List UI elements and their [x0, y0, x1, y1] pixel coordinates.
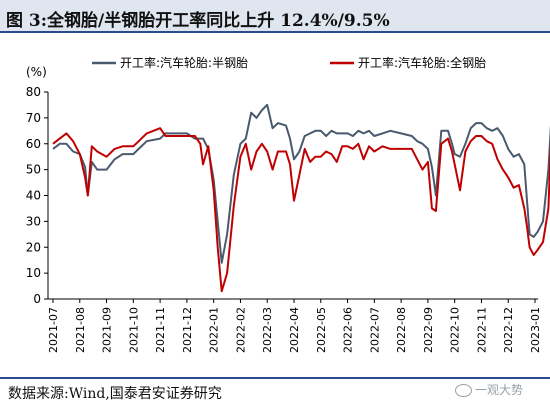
x-tick-label: 2022-07 — [368, 307, 381, 353]
source-note: 数据来源:Wind,国泰君安证券研究 — [8, 386, 222, 402]
figure-title: 图 3:全钢胎/半钢胎开工率同比上升 12.4%/9.5% — [6, 11, 390, 31]
x-tick-label: 2022-12 — [502, 307, 515, 353]
watermark-label: 一观大势 — [475, 383, 524, 397]
chat-bubble-icon — [455, 384, 472, 397]
figure-title-bar: 图 3:全钢胎/半钢胎开工率同比上升 12.4%/9.5% — [0, 0, 550, 33]
axes: 0 10 20 30 40 50 60 70 80 2021-07 2021-08 2021-09 20… — [26, 85, 542, 353]
y-axis-unit-label: (%) — [26, 65, 47, 79]
x-tick-label: 2021-12 — [181, 307, 194, 353]
x-tick-label: 2022-11 — [475, 307, 488, 353]
y-tick-label: 60 — [26, 137, 41, 151]
series-line-all-steel — [52, 127, 550, 293]
y-tick-label: 50 — [26, 163, 41, 177]
y-tick-label: 20 — [26, 240, 41, 254]
y-tick-label: 0 — [33, 292, 41, 306]
y-tick-label: 80 — [26, 85, 41, 99]
x-tick-label: 2022-02 — [234, 307, 247, 353]
x-tick-label: 2021-10 — [127, 307, 140, 353]
x-tick-label: 2022-01 — [208, 307, 221, 353]
x-tick-label: 2022-03 — [261, 307, 274, 353]
series-line-semi-steel — [52, 103, 550, 264]
line-chart: (%) 开工率:汽车轮胎:半钢胎 开工率:汽车轮胎:全钢胎 0 10 20 30 40 50… — [26, 55, 550, 353]
x-tick-label: 2022-10 — [449, 307, 462, 353]
x-tick-label: 2022-09 — [422, 307, 435, 353]
x-tick-label: 2023-01 — [529, 307, 542, 353]
x-tick-label: 2022-06 — [342, 307, 355, 353]
y-tick-label: 10 — [26, 266, 41, 280]
watermark: 一观大势 — [455, 381, 523, 398]
source-divider — [0, 377, 550, 379]
series-layer — [52, 103, 550, 293]
y-tick-label: 70 — [26, 111, 41, 125]
x-tick-label: 2021-11 — [154, 307, 167, 353]
legend-label-semi-steel: 开工率:汽车轮胎:半钢胎 — [120, 55, 248, 70]
y-tick-label: 40 — [26, 189, 41, 203]
legend: 开工率:汽车轮胎:半钢胎 开工率:汽车轮胎:全钢胎 — [92, 55, 486, 70]
x-tick-label: 2022-08 — [395, 307, 408, 353]
x-tick-label: 2021-07 — [47, 307, 60, 353]
x-tick-label: 2022-05 — [315, 307, 328, 353]
x-tick-label: 2021-09 — [101, 307, 114, 353]
legend-label-all-steel: 开工率:汽车轮胎:全钢胎 — [358, 55, 486, 70]
y-tick-label: 30 — [26, 214, 41, 228]
x-tick-label: 2022-04 — [288, 307, 301, 353]
x-tick-label: 2021-08 — [74, 307, 87, 353]
